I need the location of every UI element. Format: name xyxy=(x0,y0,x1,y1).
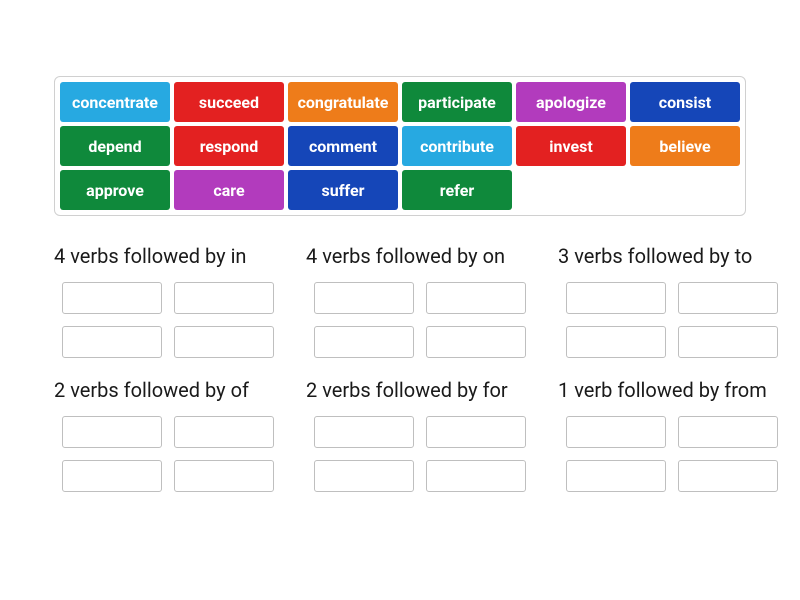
drop-slot[interactable] xyxy=(678,460,778,492)
word-tile[interactable]: approve xyxy=(60,170,170,210)
word-tile[interactable]: contribute xyxy=(402,126,512,166)
category-title: 2 verbs followed by of xyxy=(54,378,284,402)
word-tile[interactable]: comment xyxy=(288,126,398,166)
drop-slot[interactable] xyxy=(426,282,526,314)
drop-slot[interactable] xyxy=(566,416,666,448)
drop-slot[interactable] xyxy=(566,460,666,492)
drop-slot[interactable] xyxy=(174,460,274,492)
category-title: 1 verb followed by from xyxy=(558,378,788,402)
drop-slot[interactable] xyxy=(174,282,274,314)
word-tile[interactable]: respond xyxy=(174,126,284,166)
category: 4 verbs followed by on xyxy=(306,244,536,358)
drop-grid xyxy=(306,416,536,492)
word-tile[interactable]: concentrate xyxy=(60,82,170,122)
drop-slot[interactable] xyxy=(566,282,666,314)
drop-grid xyxy=(54,282,284,358)
word-tile[interactable]: congratulate xyxy=(288,82,398,122)
drop-slot[interactable] xyxy=(62,326,162,358)
category: 2 verbs followed by of xyxy=(54,378,284,492)
word-tile[interactable]: apologize xyxy=(516,82,626,122)
word-tile[interactable]: care xyxy=(174,170,284,210)
drop-slot[interactable] xyxy=(62,282,162,314)
word-tile[interactable]: consist xyxy=(630,82,740,122)
drop-slot[interactable] xyxy=(314,416,414,448)
category-title: 3 verbs followed by to xyxy=(558,244,788,268)
drop-slot[interactable] xyxy=(678,416,778,448)
drop-grid xyxy=(306,282,536,358)
drop-slot[interactable] xyxy=(426,326,526,358)
drop-slot[interactable] xyxy=(426,460,526,492)
drop-slot[interactable] xyxy=(314,326,414,358)
category: 3 verbs followed by to xyxy=(558,244,788,358)
word-tile[interactable]: refer xyxy=(402,170,512,210)
word-tile[interactable]: invest xyxy=(516,126,626,166)
category-title: 4 verbs followed by on xyxy=(306,244,536,268)
word-tile[interactable]: participate xyxy=(402,82,512,122)
categories-container: 4 verbs followed by in 4 verbs followed b… xyxy=(54,244,794,492)
category-title: 4 verbs followed by in xyxy=(54,244,284,268)
word-tile[interactable]: believe xyxy=(630,126,740,166)
drop-grid xyxy=(558,416,788,492)
drop-slot[interactable] xyxy=(678,326,778,358)
drop-slot[interactable] xyxy=(62,460,162,492)
category: 4 verbs followed by in xyxy=(54,244,284,358)
category: 1 verb followed by from xyxy=(558,378,788,492)
drop-slot[interactable] xyxy=(174,326,274,358)
drop-grid xyxy=(558,282,788,358)
word-tile[interactable]: succeed xyxy=(174,82,284,122)
drop-slot[interactable] xyxy=(62,416,162,448)
drop-slot[interactable] xyxy=(426,416,526,448)
word-tile[interactable]: suffer xyxy=(288,170,398,210)
drop-slot[interactable] xyxy=(566,326,666,358)
drop-slot[interactable] xyxy=(678,282,778,314)
category: 2 verbs followed by for xyxy=(306,378,536,492)
drop-slot[interactable] xyxy=(174,416,274,448)
category-title: 2 verbs followed by for xyxy=(306,378,536,402)
drop-slot[interactable] xyxy=(314,460,414,492)
drop-grid xyxy=(54,416,284,492)
drop-slot[interactable] xyxy=(314,282,414,314)
word-bank: concentratesucceedcongratulateparticipat… xyxy=(54,76,746,216)
word-tile[interactable]: depend xyxy=(60,126,170,166)
